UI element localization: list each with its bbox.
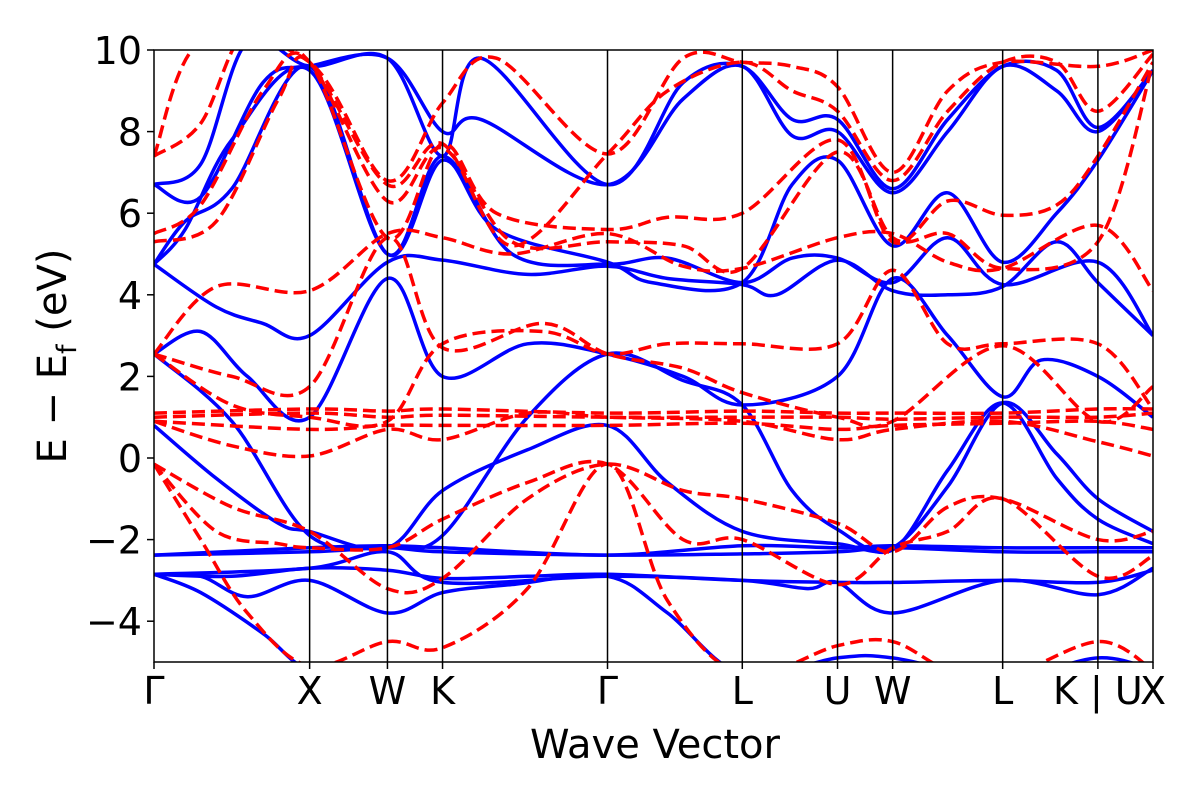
x-tick-label: W [369, 669, 407, 713]
band-line-dashed [154, 462, 1153, 595]
x-axis-label: Wave Vector [530, 722, 781, 768]
x-tick-label: W [874, 669, 912, 713]
y-tick-label: −2 [86, 519, 142, 563]
x-tick-label: K [430, 669, 456, 713]
x-tick-label: U [824, 669, 852, 713]
x-tick-label: Γ [597, 669, 618, 713]
x-tick-label: X [1140, 669, 1166, 713]
y-tick-label: 0 [118, 437, 142, 481]
x-tick-label: L [992, 669, 1013, 713]
x-tick-label: X [297, 669, 323, 713]
kpoint-lines [308, 50, 1099, 662]
band-line-dashed [154, 411, 1153, 421]
x-tick-label: Γ [143, 669, 164, 713]
y-axis-label-main: E − E [30, 354, 76, 464]
y-axis-label-subscript: f [52, 343, 83, 354]
x-tick-label: L [732, 669, 753, 713]
y-axis-label-unit: (eV) [30, 249, 76, 332]
plot-frame [153, 49, 1154, 663]
band-line-dashed [154, 268, 1153, 429]
y-tick-label: 10 [94, 29, 142, 73]
band-line-solid [154, 572, 1135, 662]
y-axis: −4 −2 0 2 4 6 8 10 [86, 29, 154, 644]
y-axis-label: E − Ef (eV) [30, 249, 83, 464]
y-tick-label: 8 [118, 111, 142, 155]
band-line-dashed [154, 406, 1153, 416]
band-line-dashed [154, 419, 1153, 432]
band-line-dashed [154, 235, 1153, 429]
y-tick-label: 4 [118, 274, 142, 318]
y-tick-label: 6 [118, 192, 142, 236]
band-line-dashed [154, 459, 1153, 587]
band-line-dashed [154, 55, 1153, 275]
y-axis-label-space [30, 332, 76, 345]
y-tick-label: 2 [118, 355, 142, 399]
band-line-dashed [154, 50, 1153, 183]
y-tick-label: −4 [86, 600, 142, 644]
x-tick-label: K | U [1053, 669, 1143, 714]
band-line-dashed [154, 223, 1153, 356]
